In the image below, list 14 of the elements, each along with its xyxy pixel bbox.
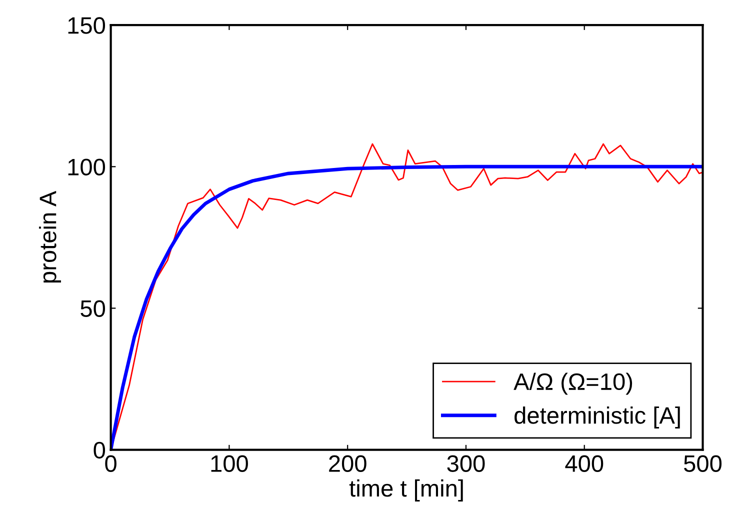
x-tick-label: 200 xyxy=(329,455,366,472)
x-tick-label: 100 xyxy=(211,455,248,472)
legend-label: A/Ω (Ω=10) xyxy=(514,372,632,395)
x-tick-label: 300 xyxy=(447,455,485,472)
y-tick-label: 0 xyxy=(94,442,106,459)
x-tick-label: 0 xyxy=(105,455,116,472)
y-tick-label: 150 xyxy=(68,17,106,34)
y-tick-label: 100 xyxy=(68,158,106,176)
x-tick-label: 500 xyxy=(684,455,722,472)
legend-label: deterministic [A] xyxy=(514,406,680,429)
y-tick-label: 50 xyxy=(80,300,106,318)
x-tick-label: 400 xyxy=(565,455,604,472)
y-axis-title: protein A xyxy=(38,190,61,283)
x-axis-title: time t [min] xyxy=(349,479,463,502)
